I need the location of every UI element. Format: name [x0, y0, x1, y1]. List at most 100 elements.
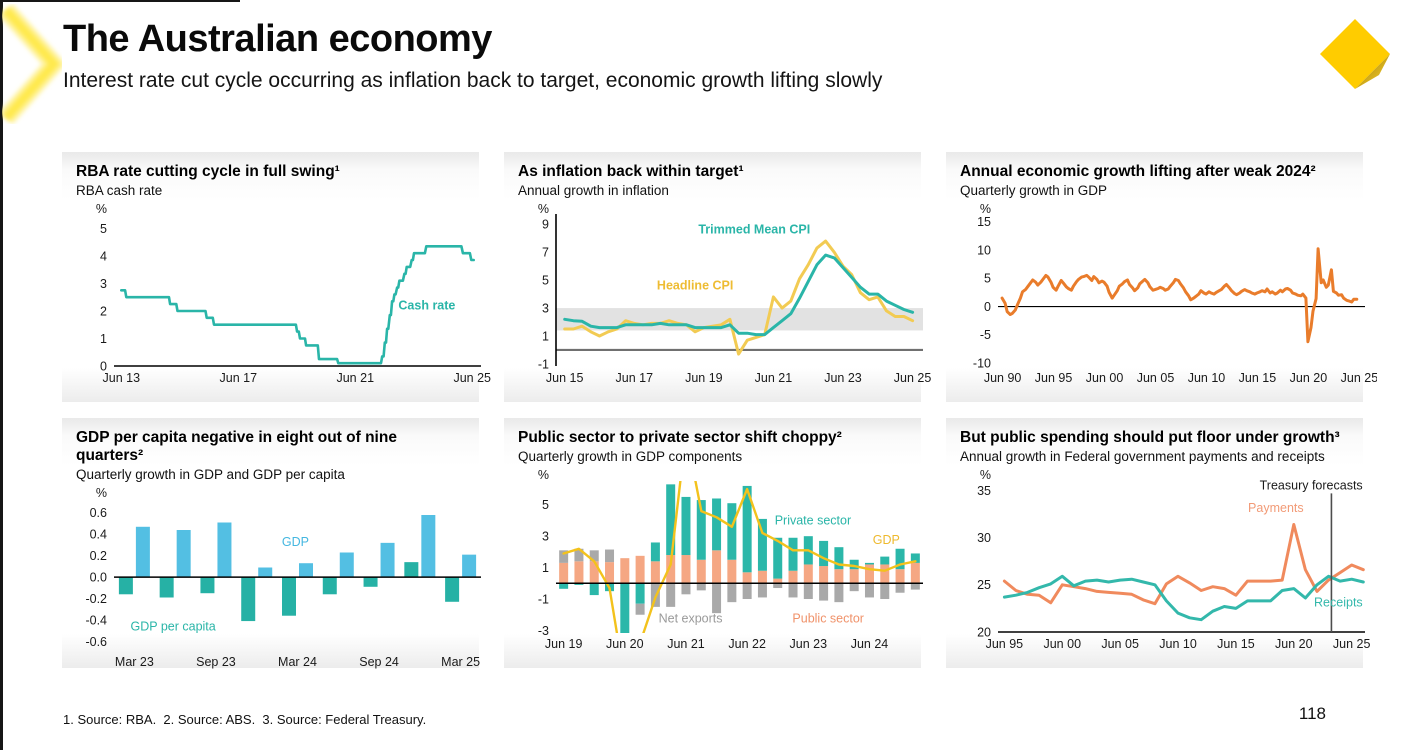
svg-text:Jun 21: Jun 21: [755, 371, 793, 385]
chart-title: Annual economic growth lifting after wea…: [960, 163, 1316, 180]
svg-text:4: 4: [100, 249, 107, 263]
svg-text:Jun 17: Jun 17: [220, 371, 258, 385]
svg-text:GDP per capita: GDP per capita: [131, 620, 216, 634]
svg-text:Receipts: Receipts: [1314, 596, 1363, 610]
svg-text:Jun 95: Jun 95: [1035, 371, 1073, 385]
chart-title: As inflation back within target¹: [518, 163, 744, 180]
svg-text:1: 1: [542, 329, 549, 343]
chart-title: GDP per capita negative in eight out of …: [76, 429, 397, 464]
title-block: The Australian economy Interest rate cut…: [63, 18, 882, 93]
svg-text:Sep 24: Sep 24: [359, 655, 399, 669]
page-title: The Australian economy: [63, 18, 492, 60]
svg-text:Jun 00: Jun 00: [1086, 371, 1124, 385]
svg-text:0.0: 0.0: [90, 571, 107, 585]
svg-text:Jun 10: Jun 10: [1159, 637, 1197, 651]
svg-text:5: 5: [542, 498, 549, 512]
svg-text:0: 0: [984, 300, 991, 314]
svg-text:Jun 25: Jun 25: [1333, 637, 1371, 651]
chart-title: RBA rate cutting cycle in full swing¹: [76, 163, 340, 180]
svg-text:Trimmed Mean CPI: Trimmed Mean CPI: [698, 222, 810, 236]
svg-text:-1: -1: [538, 592, 549, 606]
svg-text:Mar 25: Mar 25: [441, 655, 480, 669]
svg-text:%: %: [980, 468, 991, 482]
svg-text:Jun 15: Jun 15: [546, 371, 584, 385]
panel-rba-cash-rate: RBA rate cutting cycle in full swing¹ RB…: [62, 152, 491, 402]
svg-text:Jun 90: Jun 90: [984, 371, 1022, 385]
svg-text:%: %: [538, 202, 549, 216]
svg-text:35: 35: [977, 484, 991, 498]
svg-text:Jun 20: Jun 20: [1290, 371, 1328, 385]
svg-text:Jun 05: Jun 05: [1101, 637, 1139, 651]
chart-subtitle: Quarterly growth in GDP components: [518, 449, 743, 464]
svg-text:Public sector: Public sector: [792, 612, 864, 626]
svg-text:-3: -3: [538, 624, 549, 638]
svg-text:0: 0: [100, 359, 107, 373]
svg-text:Jun 15: Jun 15: [1239, 371, 1277, 385]
charts-grid: RBA rate cutting cycle in full swing¹ RB…: [62, 152, 1377, 669]
chart-title: But public spending should put floor und…: [960, 429, 1340, 446]
commbank-logo-icon: [1320, 19, 1390, 89]
svg-text:Mar 24: Mar 24: [278, 655, 317, 669]
source-notes: 1. Source: RBA. 2. Source: ABS. 3. Sourc…: [63, 712, 427, 727]
svg-text:Jun 95: Jun 95: [986, 637, 1024, 651]
page-subtitle: Interest rate cut cycle occurring as inf…: [63, 69, 883, 92]
page-number: 118: [1298, 704, 1326, 723]
svg-text:Jun 21: Jun 21: [336, 371, 374, 385]
panel-gdp-growth: Annual economic growth lifting after wea…: [946, 152, 1377, 402]
panel-gdp-components: Public sector to private sector shift ch…: [504, 418, 923, 668]
svg-text:5: 5: [542, 274, 549, 288]
svg-text:1: 1: [100, 332, 107, 346]
svg-text:GDP: GDP: [282, 535, 309, 549]
svg-text:Jun 23: Jun 23: [824, 371, 862, 385]
chart-subtitle: Annual growth in Federal government paym…: [960, 449, 1325, 464]
svg-text:1: 1: [542, 561, 549, 575]
page-left-border: [0, 0, 3, 750]
chart-title: Public sector to private sector shift ch…: [518, 429, 842, 446]
panel-gdp-per-capita: GDP per capita negative in eight out of …: [62, 418, 481, 669]
svg-text:2: 2: [100, 304, 107, 318]
chart-subtitle: Quarterly growth in GDP: [960, 183, 1108, 198]
svg-text:Jun 13: Jun 13: [103, 371, 141, 385]
svg-text:9: 9: [542, 218, 549, 232]
svg-text:0.6: 0.6: [90, 506, 107, 520]
svg-text:30: 30: [977, 531, 991, 545]
svg-text:3: 3: [542, 301, 549, 315]
svg-text:-5: -5: [980, 328, 991, 342]
chevron-accent-icon: [2, 4, 62, 124]
svg-text:10: 10: [977, 243, 991, 257]
svg-text:%: %: [980, 202, 991, 216]
svg-text:Jun 05: Jun 05: [1137, 371, 1175, 385]
svg-text:5: 5: [984, 272, 991, 286]
page-top-border: [0, 0, 240, 2]
chart-subtitle: Annual growth in inflation: [518, 183, 669, 198]
svg-text:Jun 15: Jun 15: [1217, 637, 1255, 651]
svg-text:Jun 19: Jun 19: [545, 637, 583, 651]
svg-text:Jun 10: Jun 10: [1188, 371, 1226, 385]
svg-text:-1: -1: [538, 357, 549, 371]
svg-text:%: %: [96, 486, 107, 500]
svg-text:-0.2: -0.2: [85, 592, 107, 606]
svg-text:15: 15: [977, 215, 991, 229]
svg-text:3: 3: [100, 277, 107, 291]
svg-text:7: 7: [542, 246, 549, 260]
svg-text:Jun 23: Jun 23: [790, 637, 828, 651]
svg-text:Jun 25: Jun 25: [453, 371, 491, 385]
slide-header: The Australian economy Interest rate cut…: [0, 0, 1402, 130]
svg-text:Treasury forecasts: Treasury forecasts: [1260, 479, 1363, 493]
svg-text:Jun 19: Jun 19: [685, 371, 723, 385]
panel-payments-receipts: But public spending should put floor und…: [946, 418, 1370, 668]
chart-subtitle: RBA cash rate: [76, 183, 163, 198]
svg-text:Cash rate: Cash rate: [398, 299, 455, 313]
chart-subtitle: Quarterly growth in GDP and GDP per capi…: [76, 467, 345, 482]
svg-text:Sep 23: Sep 23: [196, 655, 236, 669]
svg-text:0.4: 0.4: [90, 528, 107, 542]
svg-text:Jun 20: Jun 20: [1275, 637, 1313, 651]
svg-text:Private sector: Private sector: [775, 513, 851, 527]
svg-text:-10: -10: [973, 357, 991, 371]
svg-text:%: %: [96, 202, 107, 216]
svg-text:-0.4: -0.4: [85, 613, 107, 627]
